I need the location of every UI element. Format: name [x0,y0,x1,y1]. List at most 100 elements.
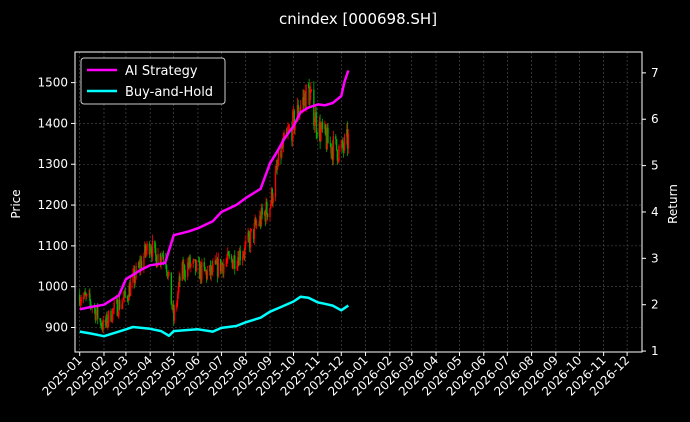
price-candle [144,244,147,254]
price-candle [309,93,311,105]
y-tick-label: 1400 [37,116,68,130]
price-candle [343,136,346,151]
price-candle [165,265,168,273]
price-candle [221,262,223,265]
price-candle [156,265,158,268]
price-candle [148,243,151,255]
price-candle [241,256,244,261]
price-candle [313,89,315,126]
price-candle [149,248,151,255]
price-candle [134,278,137,283]
price-candle [327,127,329,144]
price-candle [96,306,98,313]
price-candle [255,220,257,226]
price-candle [216,258,219,277]
price-candle [177,286,180,295]
price-candle [209,265,211,272]
price-candle [225,262,227,265]
price-candle [248,232,250,237]
price-candle [335,139,338,150]
price-candle [219,258,222,272]
price-candle [133,269,136,283]
price-candle [126,296,129,299]
price-candle [302,97,304,105]
price-candle [137,266,140,267]
y-tick-label: 1300 [37,157,68,171]
price-candle [340,146,342,147]
price-candle [347,133,350,149]
price-candle [203,262,205,267]
price-candle [146,243,148,251]
price-candle [161,255,163,261]
price-candle [305,84,307,110]
price-candle [195,260,198,272]
chart-title: cnindex [000698.SH] [279,10,437,28]
price-candle [140,260,142,270]
price-candle [112,308,115,310]
price-candle [105,314,108,325]
price-candle [331,147,334,160]
price-candle [304,93,306,110]
price-candle [111,308,114,321]
price-candle [244,244,246,255]
price-candle [107,310,110,323]
y2-tick-label: 4 [651,205,659,219]
strategy-line [79,70,350,311]
price-candle [234,255,236,269]
price-candle [78,294,81,305]
y-tick-label: 1100 [37,239,68,253]
price-candle [151,240,154,257]
price-candle [162,255,164,257]
price-candle [190,263,192,267]
price-candle [84,292,86,295]
price-candle [310,90,312,94]
price-candle [228,255,230,257]
price-candle [243,254,245,255]
price-candle [270,203,272,209]
price-candle [320,122,323,129]
price-candle [276,165,278,168]
price-candle [189,256,191,267]
price-candle [128,285,130,301]
price-candle [252,229,255,239]
price-candle [337,160,339,162]
price-candle [245,240,247,245]
price-candle [94,309,97,321]
y-tick-label: 1500 [37,76,68,90]
price-candle [335,136,337,140]
plot-frame [74,51,643,353]
price-candle [318,122,321,137]
price-candle [132,273,134,283]
price-candle [193,259,195,261]
price-candle [303,93,306,101]
price-candle [310,89,313,91]
price-candle [170,272,173,305]
price-candle [167,273,169,278]
price-candle [198,260,200,262]
y-tick-label: 900 [45,321,68,335]
price-candle [338,146,340,161]
price-candle [231,259,234,269]
y2-ticks: 1 2 3 4 5 6 7 [642,66,659,358]
price-candle [230,256,233,260]
price-series [78,78,350,334]
price-candle [143,256,145,269]
y-ticks: 900 1000 1100 1200 1300 1400 1500 [37,76,75,335]
price-candle [259,215,262,226]
price-candle [313,121,316,126]
price-candle [269,208,271,218]
price-candle [280,150,282,158]
price-candle [266,213,269,218]
price-candle [217,258,220,277]
price-candle [275,165,277,172]
price-candle [145,250,147,254]
price-candle [324,124,327,135]
price-candle [210,266,212,276]
price-candle [100,325,103,327]
price-candle [236,265,238,269]
price-candle [226,259,228,263]
price-candle [118,299,120,316]
price-candle [104,319,107,325]
price-candle [199,264,202,280]
